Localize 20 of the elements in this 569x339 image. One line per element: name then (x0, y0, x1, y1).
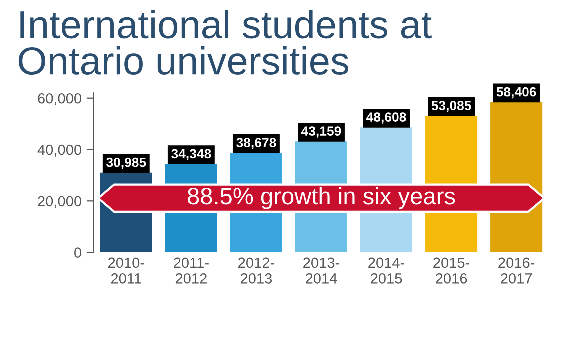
x-tick-label: 2011- 2012 (174, 258, 209, 284)
y-tick-label: 0 (74, 248, 82, 258)
data-label: 34,348 (172, 149, 212, 161)
data-label: 30,985 (106, 158, 146, 170)
x-tick-label: 2010- 2011 (108, 258, 144, 284)
x-tick-label: 2012- 2013 (238, 258, 274, 284)
data-label: 43,159 (302, 126, 342, 138)
y-tick-label: 20,000 (38, 196, 82, 208)
x-tick-label: 2013- 2014 (304, 258, 340, 284)
annotation: 88.5% growth in six years (188, 187, 456, 210)
chart-title: International students at Ontario universities (18, 10, 432, 75)
data-label: 58,406 (496, 87, 536, 99)
x-tick-label: 2014- 2015 (368, 258, 405, 284)
y-tick-label: 60,000 (38, 93, 82, 106)
x-tick-label: 2016- 2017 (498, 258, 535, 284)
data-label: 48,608 (366, 112, 406, 124)
x-tick-label: 2015- 2016 (434, 258, 470, 284)
data-label: 38,678 (236, 138, 276, 150)
y-tick-label: 40,000 (38, 144, 82, 157)
data-label: 53,085 (432, 101, 472, 112)
